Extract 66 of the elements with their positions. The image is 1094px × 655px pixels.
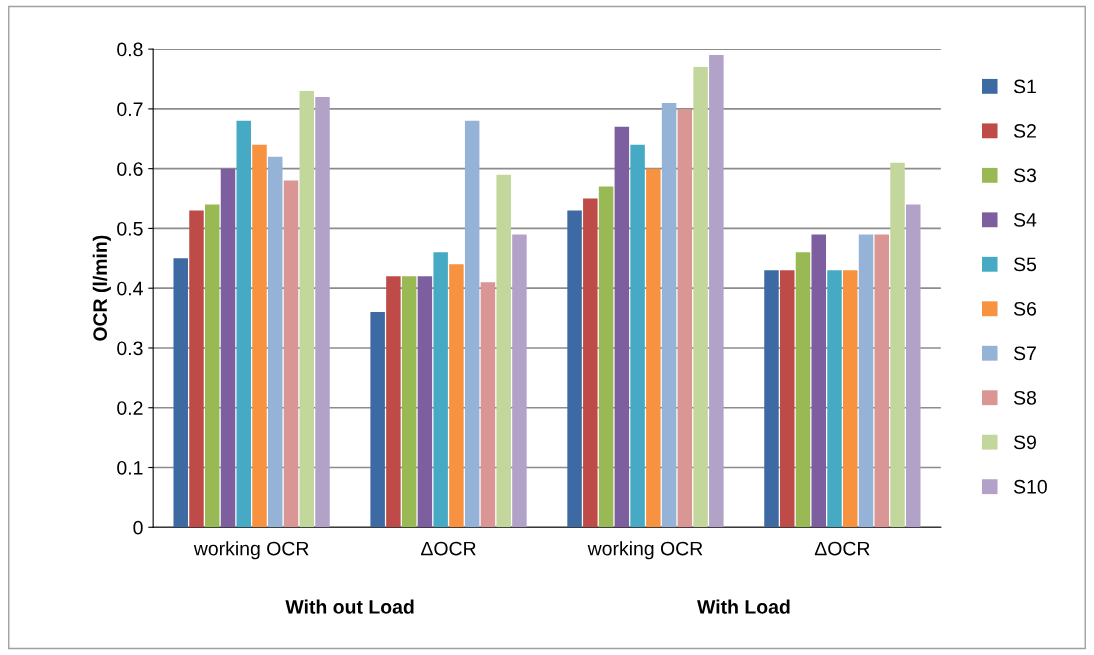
text: With Load [697, 599, 790, 614]
bar [480, 282, 496, 528]
y-tick-label: 0.1 [117, 460, 143, 475]
bar [630, 144, 645, 528]
bar [693, 67, 708, 528]
bar [268, 156, 283, 528]
bar [890, 162, 905, 528]
y-axis-title: OCR (l/min) [92, 235, 111, 341]
legend-label: S4 [1013, 212, 1037, 227]
bar [583, 198, 598, 528]
legend-label: S5 [1013, 257, 1037, 272]
legend-label: S6 [1013, 301, 1037, 316]
bar [598, 186, 614, 528]
bar [827, 270, 842, 528]
bar [299, 90, 314, 528]
bar [496, 174, 511, 528]
y-tick-label: 0.8 [117, 42, 143, 57]
y-tick-label: 0.5 [117, 221, 143, 236]
bar [874, 234, 890, 528]
text: With out Load [285, 599, 414, 614]
x-tick-label: ΔOCR [814, 541, 870, 556]
bar [646, 168, 661, 528]
bar [386, 276, 401, 528]
bar [370, 312, 385, 528]
bar [567, 210, 582, 528]
bar [843, 270, 858, 528]
y-tick-label: 0.7 [117, 102, 143, 117]
bar [401, 276, 417, 528]
bar [417, 276, 433, 528]
bar [464, 120, 480, 528]
bar [173, 258, 188, 528]
legend-label: S2 [1013, 124, 1036, 138]
bar [236, 120, 251, 528]
y-tick-label: 0.4 [117, 281, 143, 296]
legend-label: S1 [1013, 79, 1036, 94]
bar [906, 204, 921, 528]
legend-label: S10 [1013, 479, 1047, 494]
bar [795, 252, 811, 528]
legend-label: S8 [1013, 390, 1037, 405]
bar [677, 108, 693, 528]
bar [189, 210, 204, 528]
x-tick-label: working OCR [193, 541, 309, 560]
bar [811, 234, 826, 528]
bar [661, 102, 677, 528]
legend-label: S7 [1013, 346, 1036, 361]
bar [858, 234, 874, 528]
bar [512, 234, 527, 528]
bar [252, 144, 267, 528]
y-tick-label: 0.2 [117, 401, 143, 415]
y-tick-label: 0.3 [117, 341, 143, 356]
legend-label: S3 [1013, 168, 1037, 183]
bar [614, 126, 630, 528]
bar [780, 270, 795, 528]
bar [449, 264, 464, 528]
bar [709, 55, 724, 528]
bar [764, 270, 779, 528]
bar [283, 180, 299, 528]
bar [220, 168, 236, 528]
y-tick-label: 0.6 [117, 162, 143, 176]
bar [433, 252, 448, 528]
bar [315, 96, 330, 528]
legend-label: S9 [1013, 435, 1036, 450]
x-tick-label: ΔOCR [421, 541, 476, 556]
x-tick-label: working OCR [587, 541, 703, 560]
bar [204, 204, 220, 528]
y-tick-label: 0 [133, 520, 143, 535]
